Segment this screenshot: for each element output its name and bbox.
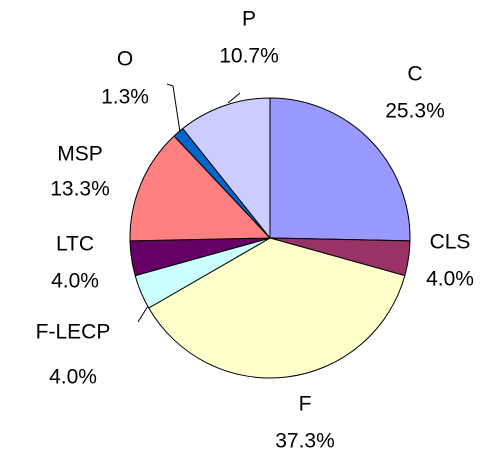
slice-label: LTC bbox=[56, 233, 94, 256]
slice-label: F-LECP bbox=[36, 321, 111, 344]
slice-label: CLS bbox=[430, 231, 471, 254]
leader-line bbox=[227, 92, 241, 104]
slice-label: P bbox=[242, 8, 256, 31]
leader-line bbox=[137, 305, 149, 323]
slice-value-label: 4.0% bbox=[51, 270, 99, 293]
slice-value-label: 1.3% bbox=[101, 86, 149, 109]
slice-value-label: 13.3% bbox=[50, 178, 110, 201]
slice-value-label: 4.0% bbox=[49, 366, 97, 389]
pie-slice bbox=[182, 97, 271, 240]
slice-label: F bbox=[299, 393, 312, 416]
slice-label: O bbox=[117, 48, 133, 71]
slice-value-label: 10.7% bbox=[219, 45, 279, 68]
pie-slice bbox=[129, 135, 272, 242]
leader-line bbox=[166, 83, 181, 133]
pie-slice bbox=[269, 97, 411, 242]
slice-label: MSP bbox=[57, 143, 103, 166]
slice-value-label: 37.3% bbox=[275, 430, 335, 453]
slice-value-label: 25.3% bbox=[385, 100, 445, 123]
pie-slice bbox=[148, 237, 406, 379]
slice-label: C bbox=[407, 63, 422, 86]
slice-value-label: 4.0% bbox=[426, 268, 474, 291]
